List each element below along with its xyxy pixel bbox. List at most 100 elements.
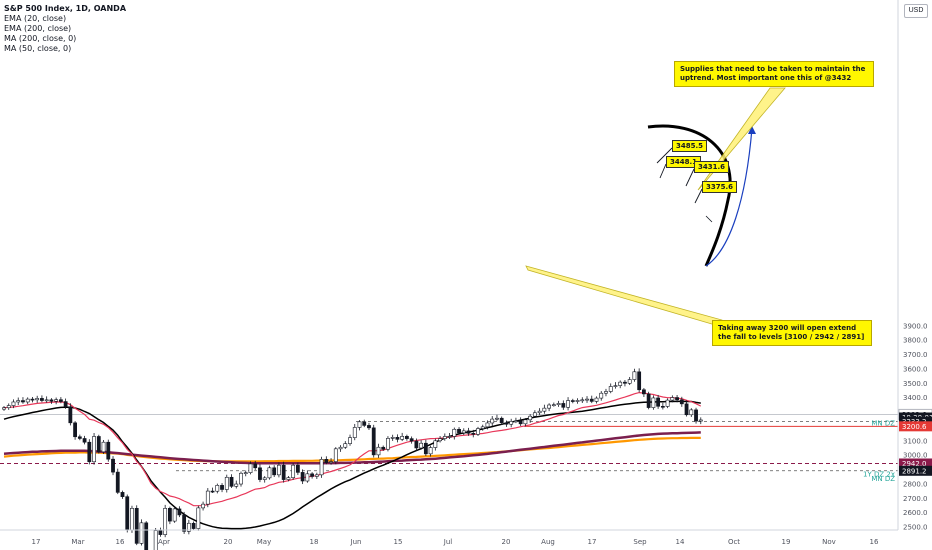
time-axis[interactable]: 17 Mar 16 Apr 20 May 18 Jun 15 Jul 20 Aug 17 Sep 14 Oct… <box>0 529 898 546</box>
candle-body <box>343 443 348 448</box>
time-tick-label: 20 <box>502 538 511 546</box>
legend-ema20[interactable]: EMA (20, close) <box>4 14 67 23</box>
candle-body <box>92 436 96 463</box>
candle-body <box>111 458 115 473</box>
zone-label: MN DZ <box>871 420 895 428</box>
candle-body <box>58 399 63 402</box>
candle-body <box>191 522 196 529</box>
time-tick-label: 16 <box>116 538 125 546</box>
candle-body <box>54 399 59 402</box>
legend-ma200[interactable]: MA (200, close, 0) <box>4 34 77 43</box>
candle-body <box>457 428 461 434</box>
label-connector <box>659 163 667 179</box>
time-tick-label: Nov <box>822 538 836 546</box>
candle-body <box>651 397 656 408</box>
price-tag-bg <box>899 458 932 469</box>
candle-body <box>134 508 139 544</box>
level-label-3431[interactable]: 3431.6 <box>694 161 730 173</box>
candle-body <box>604 391 608 394</box>
legend-ma50[interactable]: MA (50, close, 0) <box>4 44 72 53</box>
currency-badge[interactable]: USD <box>904 4 928 18</box>
candles <box>2 368 703 550</box>
candle-body <box>547 404 552 409</box>
candle-body <box>101 441 106 453</box>
candle-body <box>428 447 433 455</box>
candle-body <box>386 438 390 450</box>
ema20-line <box>3 391 702 507</box>
note-top[interactable]: Supplies that need to be taken to mainta… <box>674 61 874 87</box>
candle-body <box>698 419 703 422</box>
time-tick-label: 17 <box>32 538 41 546</box>
candle-body <box>632 371 637 380</box>
projection-arrowhead <box>748 126 756 134</box>
candle-body <box>357 421 362 428</box>
candle-body <box>291 464 296 479</box>
legend-ema200[interactable]: EMA (200, close) <box>4 24 72 33</box>
price-tag[interactable]: 2942.0 <box>902 460 927 468</box>
candle-body <box>390 437 395 439</box>
candle-body <box>542 407 547 412</box>
price-axis[interactable]: 2500.02600.02700.02800.02900.03000.03100… <box>897 0 932 532</box>
note-bottom[interactable]: Taking away 3200 will open extend the fa… <box>712 320 872 346</box>
candle-body <box>125 496 130 531</box>
candle-body <box>106 441 111 460</box>
label-connector <box>694 188 703 204</box>
candle-body <box>675 397 679 401</box>
candle-body <box>153 530 158 550</box>
level-label-3485[interactable]: 3485.5 <box>672 140 708 152</box>
candle-body <box>495 417 499 420</box>
candle-body <box>556 403 561 406</box>
candle-body <box>186 522 191 532</box>
moving-averages <box>3 391 702 530</box>
candle-body <box>182 514 187 532</box>
price-tick-label: 3500.0 <box>903 380 928 388</box>
candle-body <box>419 442 424 449</box>
price-tag[interactable]: 2891.2 <box>902 467 927 475</box>
candle-body <box>537 410 542 414</box>
candle-body <box>438 438 442 442</box>
candle-body <box>689 409 694 416</box>
candle-body <box>566 400 570 408</box>
price-tag-bg <box>899 421 932 432</box>
candle-body <box>229 476 234 487</box>
symbol-title[interactable]: S&P 500 Index, 1D, OANDA <box>4 4 127 13</box>
candle-body <box>324 459 329 463</box>
time-tick-label: Aug <box>541 538 555 546</box>
candle-body <box>144 522 149 550</box>
price-tick-label: 3800.0 <box>903 337 928 345</box>
candle-body <box>295 464 300 473</box>
time-tick-label: Jun <box>350 538 362 546</box>
time-tick-label: 20 <box>224 538 233 546</box>
candle-body <box>499 417 504 423</box>
time-tick-label: Sep <box>633 538 647 546</box>
price-tick-label: 3600.0 <box>903 365 928 373</box>
candle-body <box>371 427 376 456</box>
candle-body <box>509 421 514 425</box>
drawings <box>525 87 786 328</box>
candle-body <box>400 436 405 440</box>
candle-body <box>461 430 466 434</box>
candle-body <box>11 401 16 406</box>
legend: S&P 500 Index, 1D, OANDA EMA (20, close)… <box>4 4 126 54</box>
candle-body <box>575 400 580 402</box>
candle-body <box>130 508 134 531</box>
candle-body <box>423 442 428 455</box>
candle-body <box>6 405 11 409</box>
candle-body <box>68 406 73 424</box>
candle-body <box>243 472 248 474</box>
candle-body <box>77 436 82 439</box>
projection-up-path <box>705 127 753 267</box>
candle-body <box>646 393 651 408</box>
level-label-3375[interactable]: 3375.6 <box>702 181 738 193</box>
candle-body <box>381 446 386 450</box>
candle-body <box>471 433 476 435</box>
time-tick-label: May <box>257 538 271 546</box>
candle-body <box>63 401 68 408</box>
candle-body <box>561 403 566 408</box>
candle-body <box>476 428 480 435</box>
price-tag[interactable]: 3200.6 <box>902 423 927 431</box>
candle-body <box>158 530 163 535</box>
